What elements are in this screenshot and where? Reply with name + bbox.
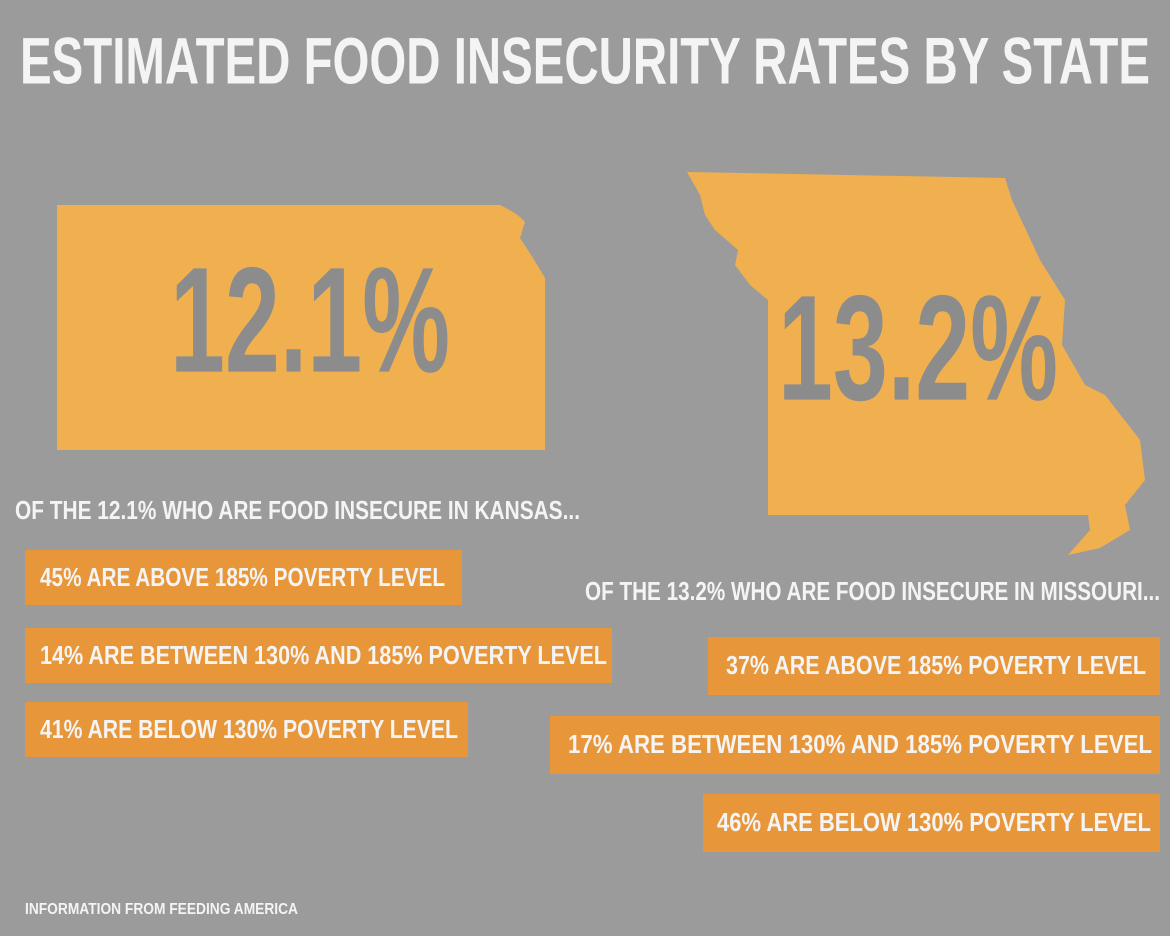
missouri-box — [708, 637, 1160, 695]
kansas-box — [25, 702, 468, 757]
missouri-shape — [687, 172, 1145, 555]
kansas-item: 45% ARE ABOVE 185% POVERTY LEVEL — [40, 562, 445, 592]
missouri-rate: 13.2% — [778, 264, 1058, 432]
source: INFORMATION FROM FEEDING AMERICA — [25, 901, 298, 918]
missouri-intro: OF THE 13.2% WHO ARE FOOD INSECURE IN MI… — [585, 576, 1160, 606]
kansas-box — [25, 550, 462, 605]
missouri-box — [703, 794, 1160, 852]
kansas-shape — [57, 205, 545, 450]
kansas-item: 41% ARE BELOW 130% POVERTY LEVEL — [40, 714, 458, 744]
kansas-box — [25, 628, 612, 683]
missouri-item: 46% ARE BELOW 130% POVERTY LEVEL — [717, 807, 1151, 837]
title: ESTIMATED FOOD INSECURITY RATES BY STATE — [20, 23, 1150, 97]
missouri-box — [550, 716, 1160, 774]
kansas-rate: 12.1% — [170, 236, 450, 404]
missouri-item: 37% ARE ABOVE 185% POVERTY LEVEL — [726, 650, 1146, 680]
kansas-intro: OF THE 12.1% WHO ARE FOOD INSECURE IN KA… — [15, 495, 580, 525]
kansas-item: 14% ARE BETWEEN 130% AND 185% POVERTY LE… — [40, 640, 607, 670]
missouri-item: 17% ARE BETWEEN 130% AND 185% POVERTY LE… — [568, 729, 1152, 759]
